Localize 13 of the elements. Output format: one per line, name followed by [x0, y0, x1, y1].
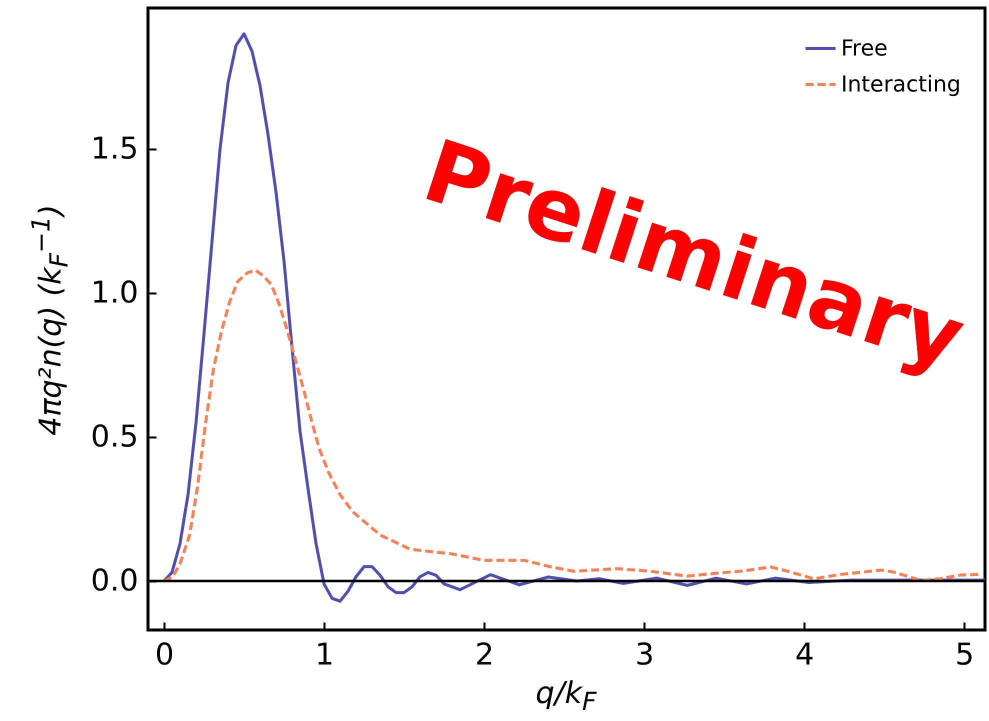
y-tick-label: 1.5	[90, 132, 138, 167]
legend-label: Interacting	[841, 72, 961, 98]
y-tick-label: 0.0	[90, 564, 138, 599]
x-tick-label: 4	[795, 638, 814, 672]
x-tick-label: 3	[635, 638, 654, 672]
y-tick-label: 0.5	[90, 420, 138, 455]
x-tick-label: 5	[955, 638, 974, 672]
x-axis-title: q/k$_{F}$	[536, 676, 596, 716]
legend-label: Free	[841, 36, 888, 62]
x-tick-label: 0	[154, 638, 174, 672]
y-tick-label: 1.0	[90, 276, 138, 311]
x-tick-label: 2	[475, 638, 494, 672]
x-tick-label: 1	[314, 638, 334, 672]
